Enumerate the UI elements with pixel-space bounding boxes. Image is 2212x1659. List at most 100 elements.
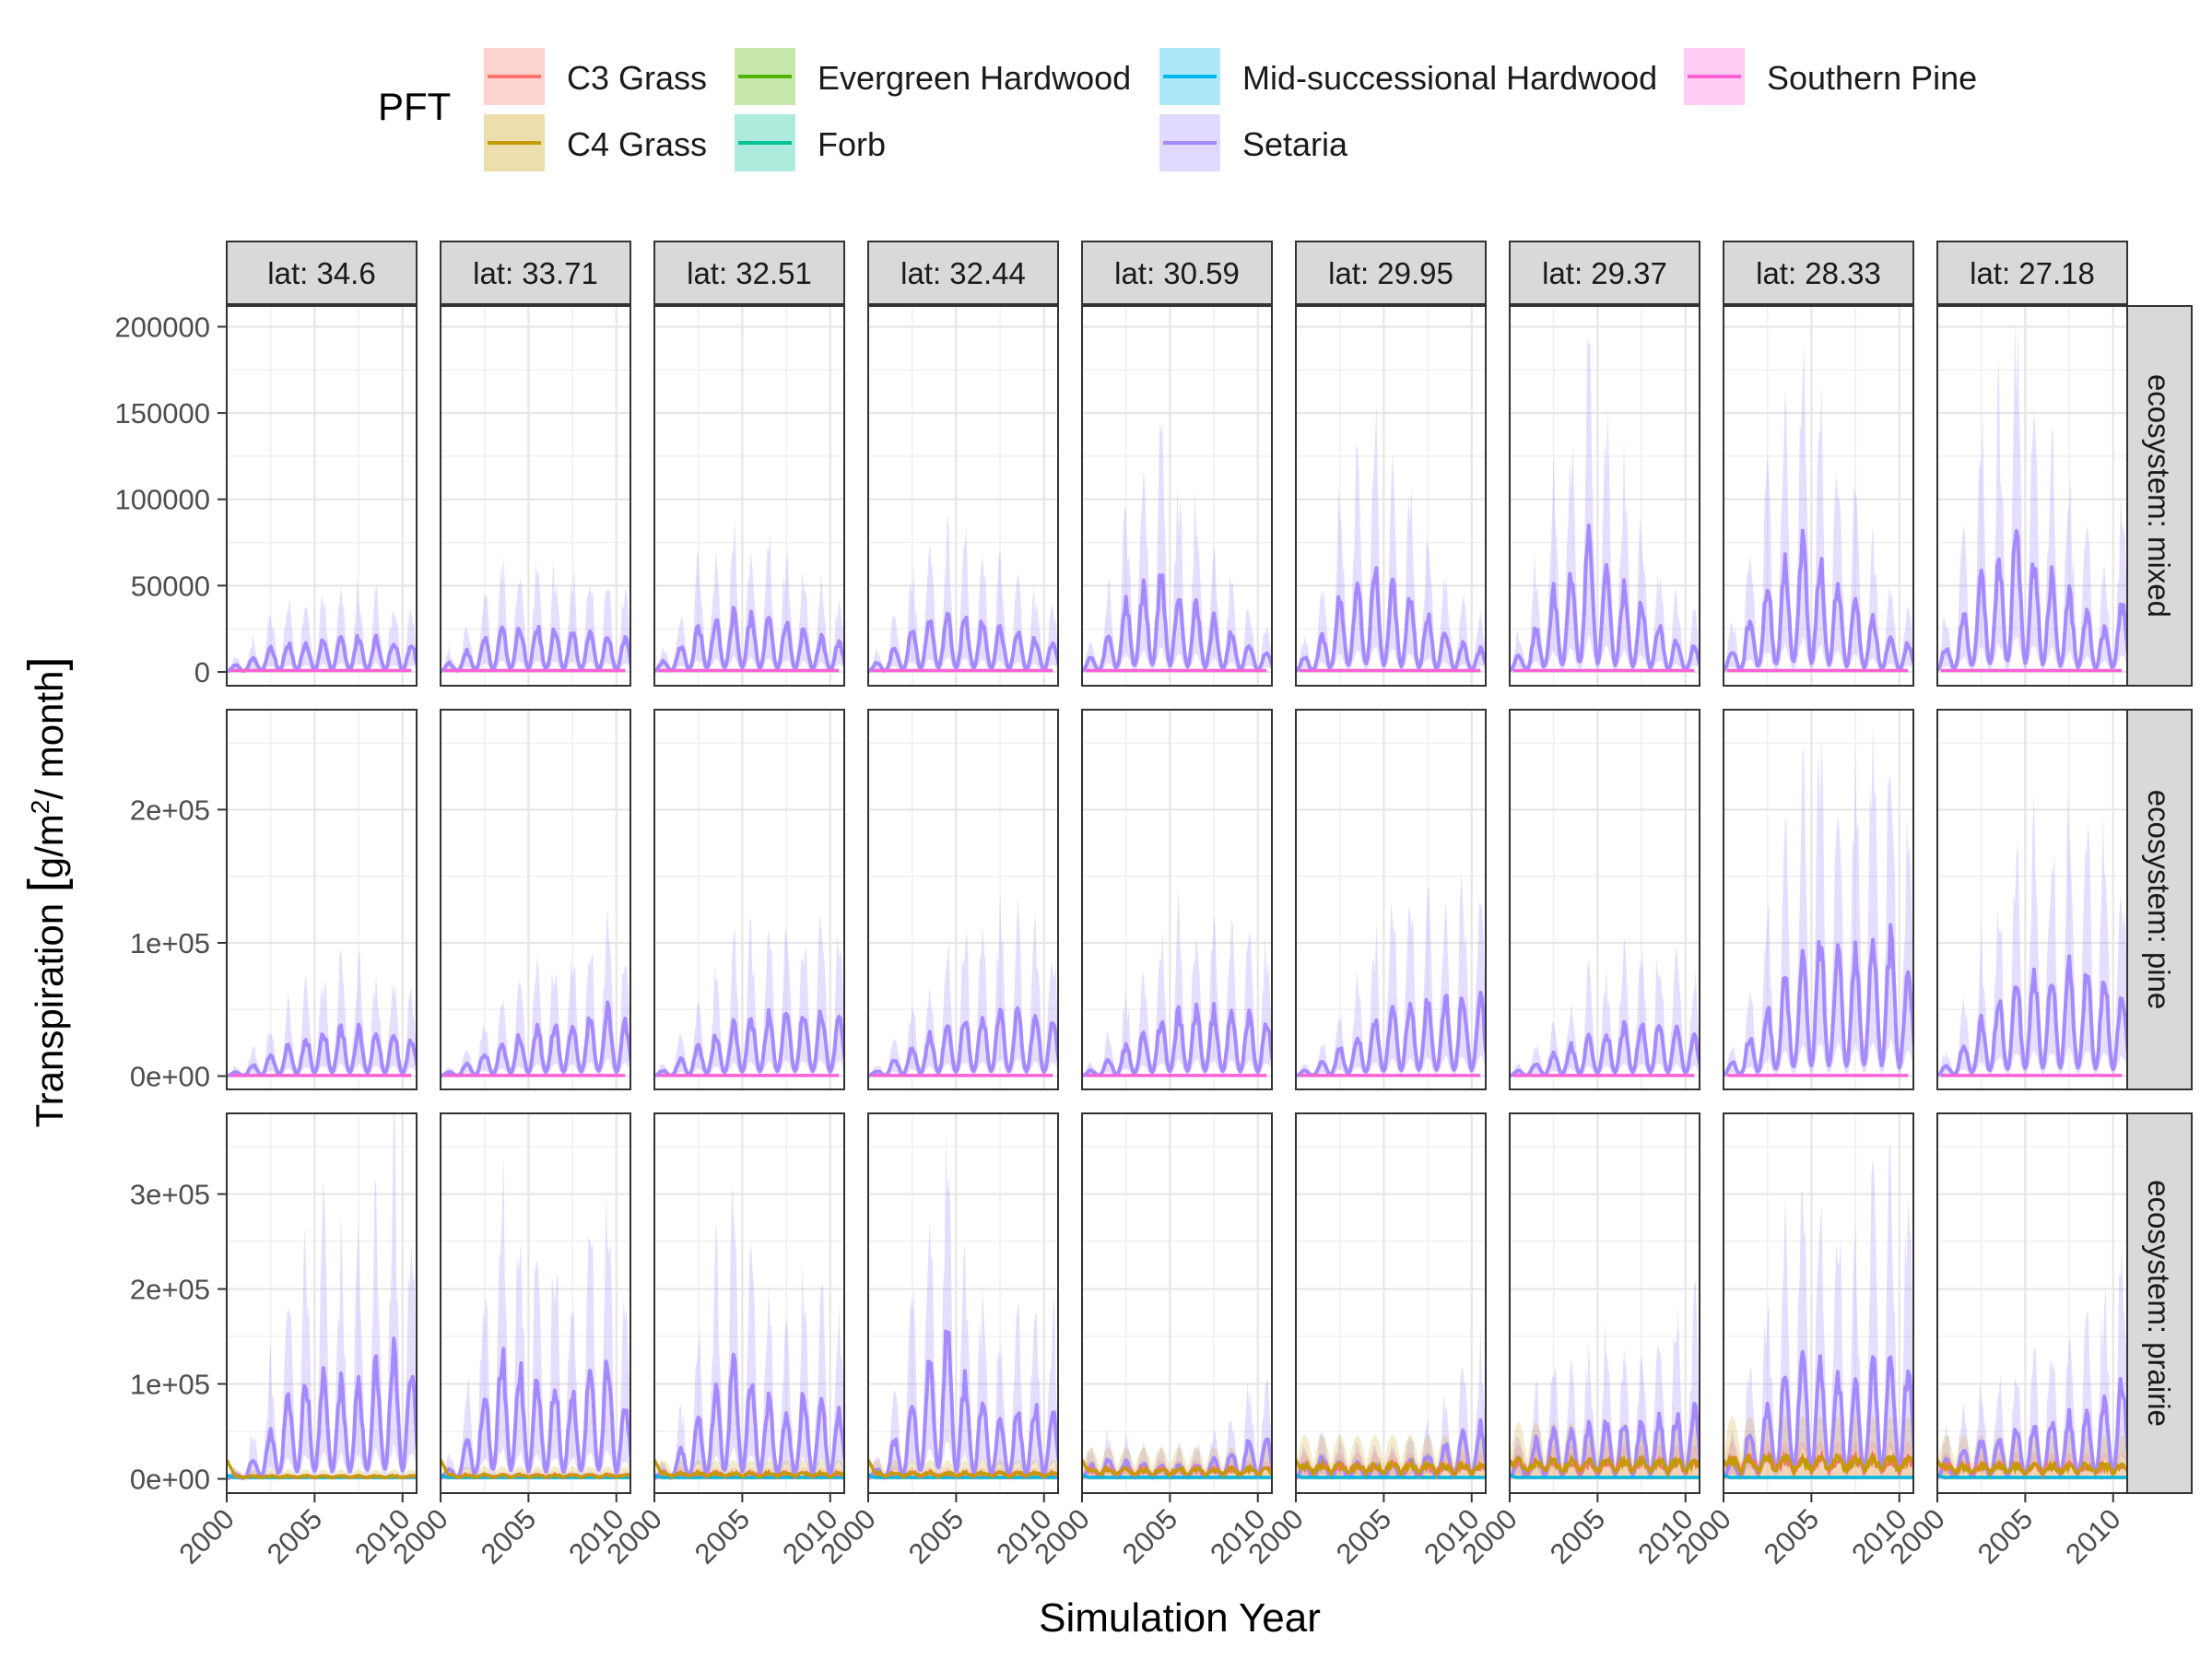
pft-line-c4-grass <box>1082 1459 1272 1479</box>
panel-border <box>867 305 1059 687</box>
column-strip-label: lat: 29.37 <box>1542 256 1667 290</box>
pft-line-mid-successional-hardwood <box>1724 1473 1913 1479</box>
panel-border <box>440 305 631 687</box>
y-axis-title: Transpiration [g/m2/ month] <box>18 657 74 1128</box>
setaria-line <box>1510 524 1700 673</box>
panel-border <box>867 1112 1059 1494</box>
setaria-ribbon <box>1724 719 1913 1077</box>
pft-line-c4-grass <box>1937 1459 2127 1478</box>
setaria-ribbon <box>654 518 844 672</box>
legend-label: C4 Grass <box>567 125 707 163</box>
strip-background <box>1723 241 1914 305</box>
setaria-ribbon <box>1296 870 1486 1077</box>
setaria-line <box>1510 1019 1700 1078</box>
panel-border <box>1081 305 1273 687</box>
facet-panel <box>1080 709 1273 1090</box>
setaria-line <box>1937 954 2127 1077</box>
pft-line-c4-grass <box>654 1459 844 1480</box>
series-layer <box>654 518 844 674</box>
facet-panels: lat: 34.6 lat: 33.71 lat: 32.51 lat: 32.44 l… <box>115 241 2193 1571</box>
facet-panel <box>1294 305 1487 687</box>
column-strip-label: lat: 30.59 <box>1114 256 1240 290</box>
panel-background <box>868 1113 1058 1493</box>
y-tick-label: 150000 <box>115 397 210 429</box>
facet-panel <box>653 305 845 687</box>
setaria-line <box>654 1007 844 1078</box>
panel-border <box>653 1112 845 1494</box>
facet-panel: 2000 2005 2010 <box>1028 1112 1273 1571</box>
facet-panel <box>1508 709 1700 1090</box>
y-axis-title-main: Transpiration <box>28 892 71 1127</box>
panel-background <box>227 710 417 1089</box>
strip-background <box>2126 305 2193 687</box>
setaria-line <box>654 606 844 674</box>
panel-border <box>1295 1112 1487 1494</box>
legend-title: PFT <box>378 85 451 128</box>
facet-panel: 2000 2005 2010 <box>1455 1112 1700 1571</box>
column-strip: lat: 28.33 <box>1723 241 1914 305</box>
strip-background <box>867 241 1059 305</box>
setaria-ribbon <box>868 513 1058 672</box>
panel-border <box>1295 709 1487 1090</box>
setaria-line <box>868 611 1058 674</box>
facet-panel <box>439 305 631 687</box>
y-tick-label: 200000 <box>115 311 210 343</box>
panel-border <box>1723 1112 1914 1494</box>
series-layer <box>1937 1249 2127 1480</box>
panel-border <box>653 709 845 1090</box>
y-tick-label: 2e+05 <box>130 794 210 826</box>
setaria-ribbon <box>868 892 1058 1077</box>
row-strip: ecosystem: prairie <box>2126 1112 2193 1494</box>
row-strip-label: ecosystem: pine <box>2142 790 2176 1009</box>
facet-panel <box>1080 305 1273 687</box>
column-strip-label: lat: 34.6 <box>267 256 375 290</box>
panel-border <box>226 1112 418 1494</box>
row-strip: ecosystem: mixed <box>2126 305 2193 687</box>
series-layer <box>1937 317 2127 673</box>
y-axis-bracket-close: ] <box>18 657 74 671</box>
series-layer <box>868 1131 1058 1480</box>
setaria-ribbon <box>1510 337 1700 672</box>
y-axis-title-per-month: / month <box>28 671 71 800</box>
legend-entry-c4-grass: C4 Grass <box>484 114 707 171</box>
strip-background <box>2126 709 2193 1090</box>
strip-background <box>653 241 845 305</box>
y-tick-label: 50000 <box>131 570 210 602</box>
panel-background <box>441 1113 630 1493</box>
series-layer <box>1724 719 1913 1077</box>
pft-line-c4-grass <box>1296 1456 1486 1478</box>
pft-line-c4-grass <box>227 1459 417 1480</box>
panel-border <box>1509 1112 1700 1494</box>
panel-border <box>226 305 418 687</box>
legend-label: Mid-successional Hardwood <box>1242 59 1657 97</box>
y-tick-label: 100000 <box>115 484 210 516</box>
panel-border <box>226 709 418 1090</box>
y-tick-label: 0 <box>194 656 210 688</box>
panel-border <box>653 305 845 687</box>
panel-background <box>1724 1113 1913 1493</box>
pft-line-c4-grass <box>868 1459 1058 1479</box>
facet-panel: 2000 2005 2010 <box>172 1112 418 1571</box>
panel-border <box>440 1112 631 1494</box>
row-strip-label: ecosystem: mixed <box>2142 374 2176 618</box>
y-tick-label: 1e+05 <box>130 927 210 959</box>
facet-panel <box>1294 709 1487 1090</box>
panel-background <box>1724 710 1913 1089</box>
series-layer <box>1082 1378 1272 1480</box>
panel-border <box>1295 305 1487 687</box>
panel-border <box>1936 305 2128 687</box>
setaria-ribbon <box>1082 1378 1272 1479</box>
series-layer <box>227 947 417 1078</box>
setaria-line <box>868 1329 1058 1480</box>
column-strip: lat: 30.59 <box>1081 241 1273 305</box>
legend-label: Setaria <box>1242 125 1348 163</box>
row-strip: ecosystem: pine <box>2126 709 2193 1090</box>
column-strip: lat: 32.51 <box>653 241 845 305</box>
facet-panel <box>1936 305 2128 687</box>
strip-background <box>1081 241 1273 305</box>
setaria-ribbon <box>654 1183 844 1479</box>
facet-panel <box>225 709 418 1090</box>
facet-panel: 2000 2005 2010 <box>814 1112 1059 1571</box>
setaria-line <box>654 1352 844 1480</box>
